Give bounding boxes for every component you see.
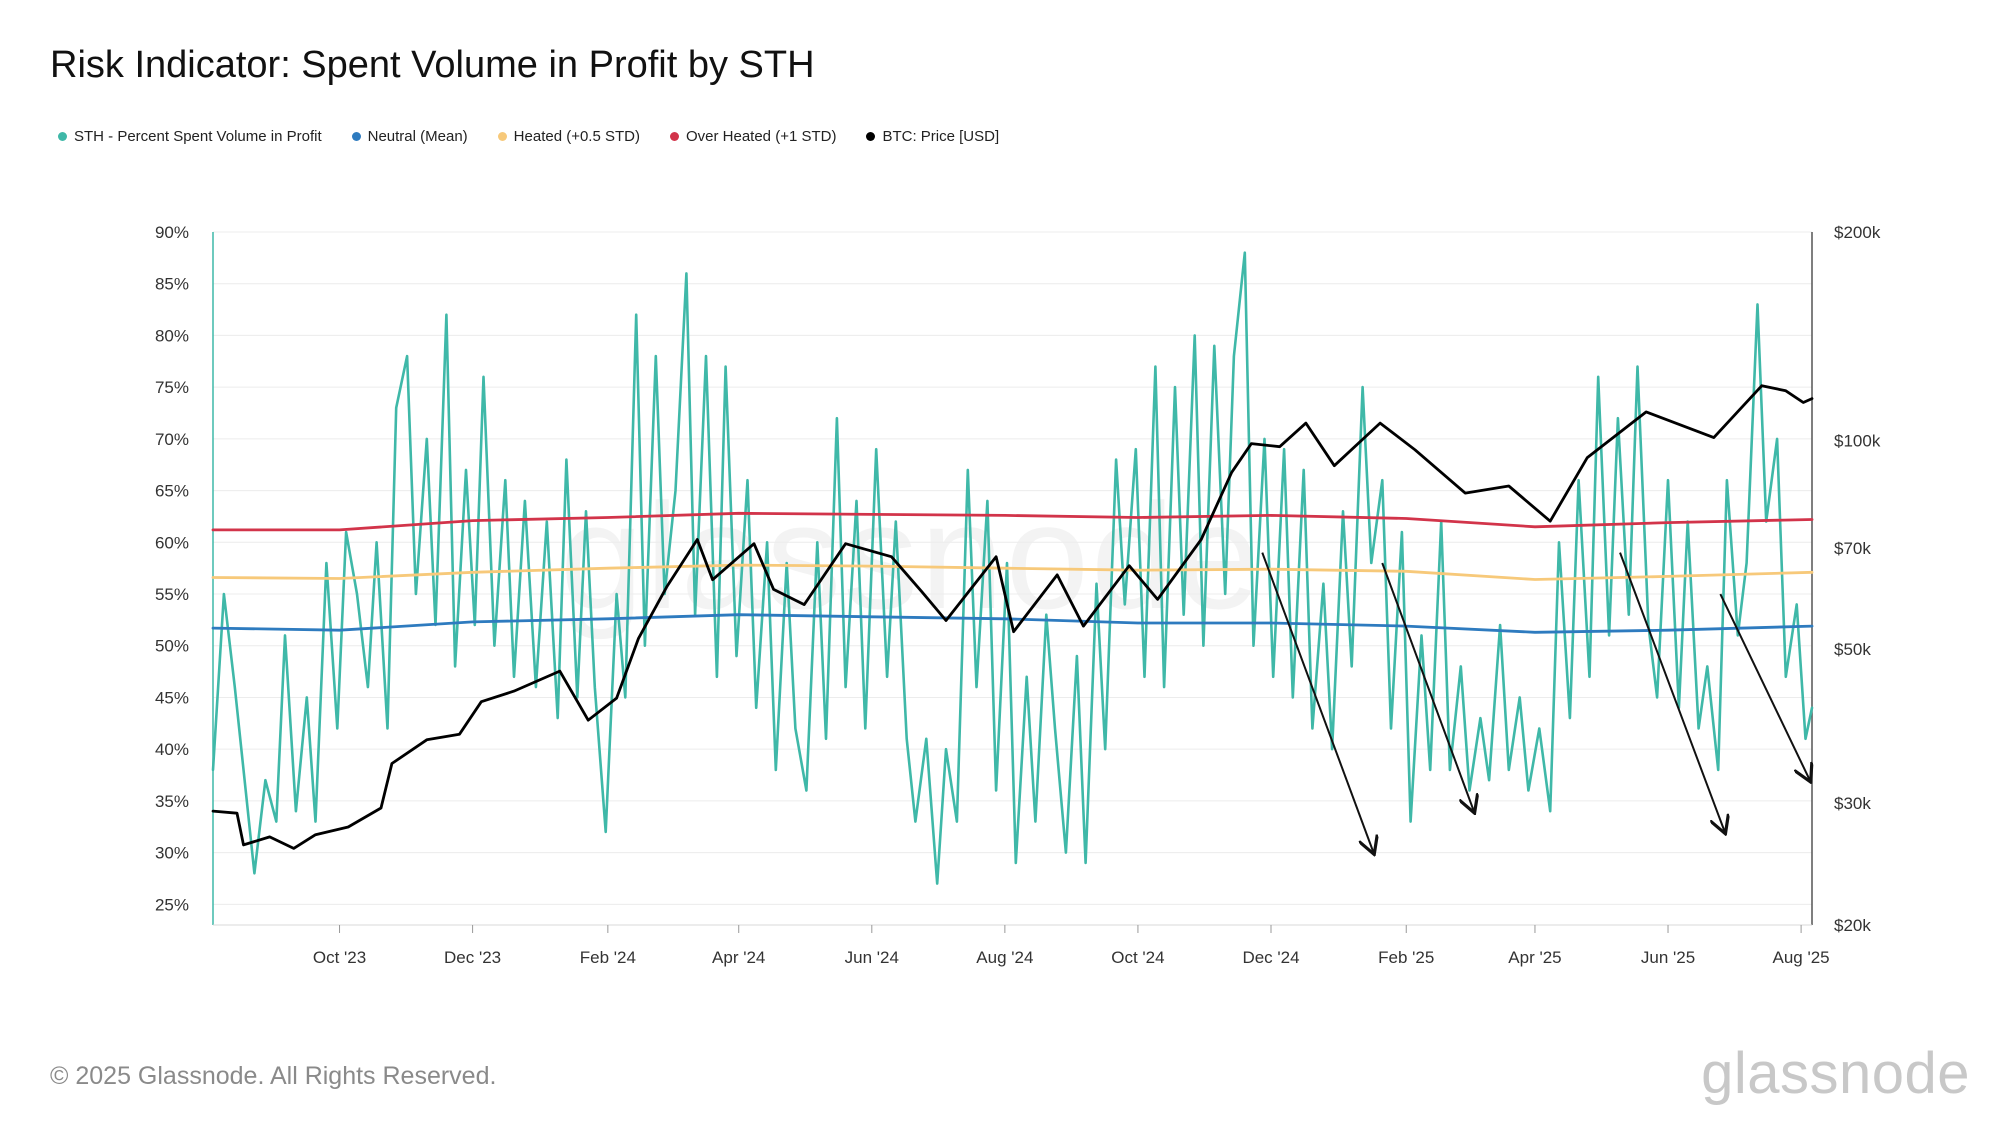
legend-item-heated[interactable]: Heated (+0.5 STD) (497, 128, 640, 145)
x-tick-label: Feb '25 (1378, 948, 1434, 967)
annotation-arrow (1619, 552, 1725, 832)
legend-item-overheated[interactable]: Over Heated (+1 STD) (669, 128, 837, 145)
y-left-tick-label: 40% (155, 740, 189, 759)
x-tick-label: Jun '25 (1641, 948, 1695, 967)
series-line-overheated (211, 511, 1814, 532)
x-tick-label: Aug '24 (976, 948, 1033, 967)
chart-legend: STH - Percent Spent Volume in Profit Neu… (58, 128, 999, 145)
x-tick-label: Oct '23 (313, 948, 366, 967)
y-right-tick-label: $100k (1834, 432, 1881, 451)
legend-item-btc-price[interactable]: BTC: Price [USD] (866, 128, 999, 145)
legend-swatch-heated (497, 132, 507, 141)
legend-swatch-sth (58, 132, 67, 141)
y-left-tick-label: 25% (155, 895, 189, 914)
y-right-tick-label: $30k (1834, 794, 1871, 813)
legend-label-overheated: Over Heated (+1 STD) (685, 128, 837, 145)
x-tick-label: Apr '25 (1508, 948, 1561, 967)
y-left-tick-label: 50% (155, 637, 189, 656)
x-tick-label: Dec '24 (1242, 948, 1299, 967)
x-tick-label: Feb '24 (580, 948, 636, 967)
legend-label-neutral: Neutral (Mean) (367, 128, 468, 145)
annotation-arrow (1381, 562, 1474, 811)
y-left-tick-label: 65% (155, 482, 189, 501)
series-line-heated (211, 563, 1814, 581)
y-left-tick-label: 70% (155, 430, 189, 449)
annotation-arrow (1261, 552, 1373, 853)
series-line-neutral-mean (211, 613, 1814, 634)
x-tick-label: Jun '24 (845, 948, 899, 967)
legend-item-sth[interactable]: STH - Percent Spent Volume in Profit (58, 128, 322, 145)
y-right-tick-label: $20k (1834, 916, 1871, 935)
legend-swatch-btc-price (866, 132, 876, 141)
y-left-tick-label: 45% (155, 688, 189, 707)
x-tick-label: Oct '24 (1111, 948, 1164, 967)
legend-swatch-neutral (351, 132, 361, 141)
legend-swatch-overheated (669, 132, 679, 141)
y-right-tick-label: $50k (1834, 640, 1871, 659)
x-tick-label: Aug '25 (1773, 948, 1830, 967)
y-left-tick-label: 80% (155, 326, 189, 345)
legend-label-sth: STH - Percent Spent Volume in Profit (74, 128, 322, 145)
series-line-btc-price (211, 384, 1814, 850)
legend-label-heated: Heated (+0.5 STD) (513, 128, 640, 145)
y-left-tick-label: 60% (155, 533, 189, 552)
y-left-tick-label: 85% (155, 275, 189, 294)
annotation-arrow (1719, 593, 1809, 780)
y-left-tick-label: 90% (155, 223, 189, 242)
y-left-tick-label: 55% (155, 585, 189, 604)
glassnode-logo: glassnode (1701, 1041, 1970, 1106)
chart-title: Risk Indicator: Spent Volume in Profit b… (50, 44, 815, 86)
x-tick-label: Dec '23 (444, 948, 501, 967)
y-left-tick-label: 30% (155, 844, 189, 863)
copyright-footer: © 2025 Glassnode. All Rights Reserved. (50, 1062, 497, 1090)
x-tick-label: Apr '24 (712, 948, 765, 967)
y-right-tick-label: $200k (1834, 223, 1881, 242)
legend-item-neutral[interactable]: Neutral (Mean) (351, 128, 468, 145)
y-right-tick-label: $70k (1834, 539, 1871, 558)
series-line-sth-spent-profit (211, 251, 1814, 885)
legend-label-btc-price: BTC: Price [USD] (882, 128, 1000, 145)
y-left-tick-label: 35% (155, 792, 189, 811)
y-left-tick-label: 75% (155, 378, 189, 397)
